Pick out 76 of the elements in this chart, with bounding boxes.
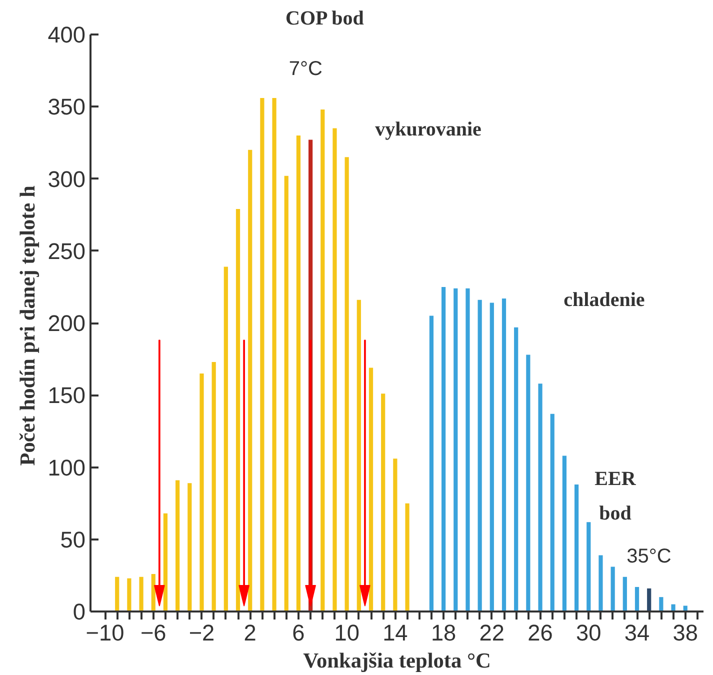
bar — [490, 302, 494, 612]
x-axis-title: Vonkajšia teplota °C — [303, 648, 491, 672]
bar — [272, 98, 276, 612]
x-tick-label: 34 — [624, 620, 650, 646]
bar — [320, 110, 325, 612]
y-tick-label: 250 — [48, 238, 86, 264]
bar — [562, 456, 567, 612]
bar — [634, 586, 640, 612]
y-tick-label: 50 — [60, 526, 86, 552]
bar — [284, 176, 288, 612]
bar — [332, 128, 337, 612]
x-tick-label: 14 — [382, 620, 408, 646]
bar — [598, 555, 603, 612]
bar — [224, 266, 228, 612]
y-tick-label: 400 — [48, 22, 86, 48]
annotation: bod — [599, 502, 632, 524]
bar — [163, 513, 168, 612]
y-tick-label: 200 — [48, 310, 86, 336]
bar — [356, 300, 361, 612]
bar — [610, 566, 615, 612]
x-tick-label: −10 — [86, 620, 124, 646]
bar — [176, 480, 180, 612]
x-tick-label: −6 — [140, 620, 166, 646]
bar — [647, 588, 652, 612]
bar — [622, 576, 627, 612]
bar — [151, 574, 156, 612]
bar — [200, 373, 204, 612]
bar — [526, 354, 530, 612]
annotation: 35°C — [626, 546, 672, 568]
x-tick-label: 18 — [430, 620, 456, 646]
y-tick-label: 100 — [48, 454, 86, 480]
x-tick-label: 26 — [528, 620, 553, 646]
bar — [405, 503, 410, 612]
bar — [260, 98, 264, 612]
bar — [441, 286, 446, 612]
x-tick-label: 10 — [334, 620, 360, 646]
bar — [393, 458, 398, 612]
bar — [368, 368, 374, 612]
x-tick-label: 22 — [479, 620, 505, 646]
bar — [550, 414, 554, 612]
x-tick-label: 38 — [672, 620, 698, 646]
bar — [115, 576, 120, 612]
bar — [212, 362, 216, 612]
text: COP bod — [286, 8, 364, 30]
bar — [514, 327, 518, 612]
annotation: vykurovanie — [375, 118, 482, 141]
bar — [478, 300, 482, 612]
x-tick-label: 6 — [292, 620, 305, 646]
bar — [127, 578, 132, 612]
bar — [296, 135, 301, 612]
x-tick-label: −2 — [188, 620, 215, 646]
y-tick-label: 150 — [48, 382, 86, 408]
bar — [139, 576, 144, 612]
annotation: chladenie — [564, 288, 645, 311]
annotation: EER — [594, 468, 636, 490]
bar — [586, 522, 591, 612]
x-tick-label: 30 — [576, 620, 602, 646]
bar — [344, 157, 349, 612]
bar — [538, 384, 542, 612]
x-tick-label: 2 — [244, 620, 256, 646]
y-axis-title: Počet hodín pri danej teplote h — [16, 185, 40, 466]
y-tick-label: 0 — [72, 598, 86, 624]
bar — [381, 394, 386, 612]
bar — [429, 316, 434, 612]
bar — [454, 288, 458, 612]
bar — [659, 597, 664, 612]
bar — [236, 209, 240, 612]
bar — [574, 484, 579, 612]
bar — [502, 298, 506, 612]
bar — [671, 604, 676, 612]
y-tick-label: 350 — [48, 94, 86, 120]
y-tick-label: 300 — [48, 166, 86, 192]
bar — [248, 150, 252, 612]
bar — [466, 288, 470, 612]
annotation: 7°C — [288, 58, 322, 80]
bar — [188, 483, 192, 612]
